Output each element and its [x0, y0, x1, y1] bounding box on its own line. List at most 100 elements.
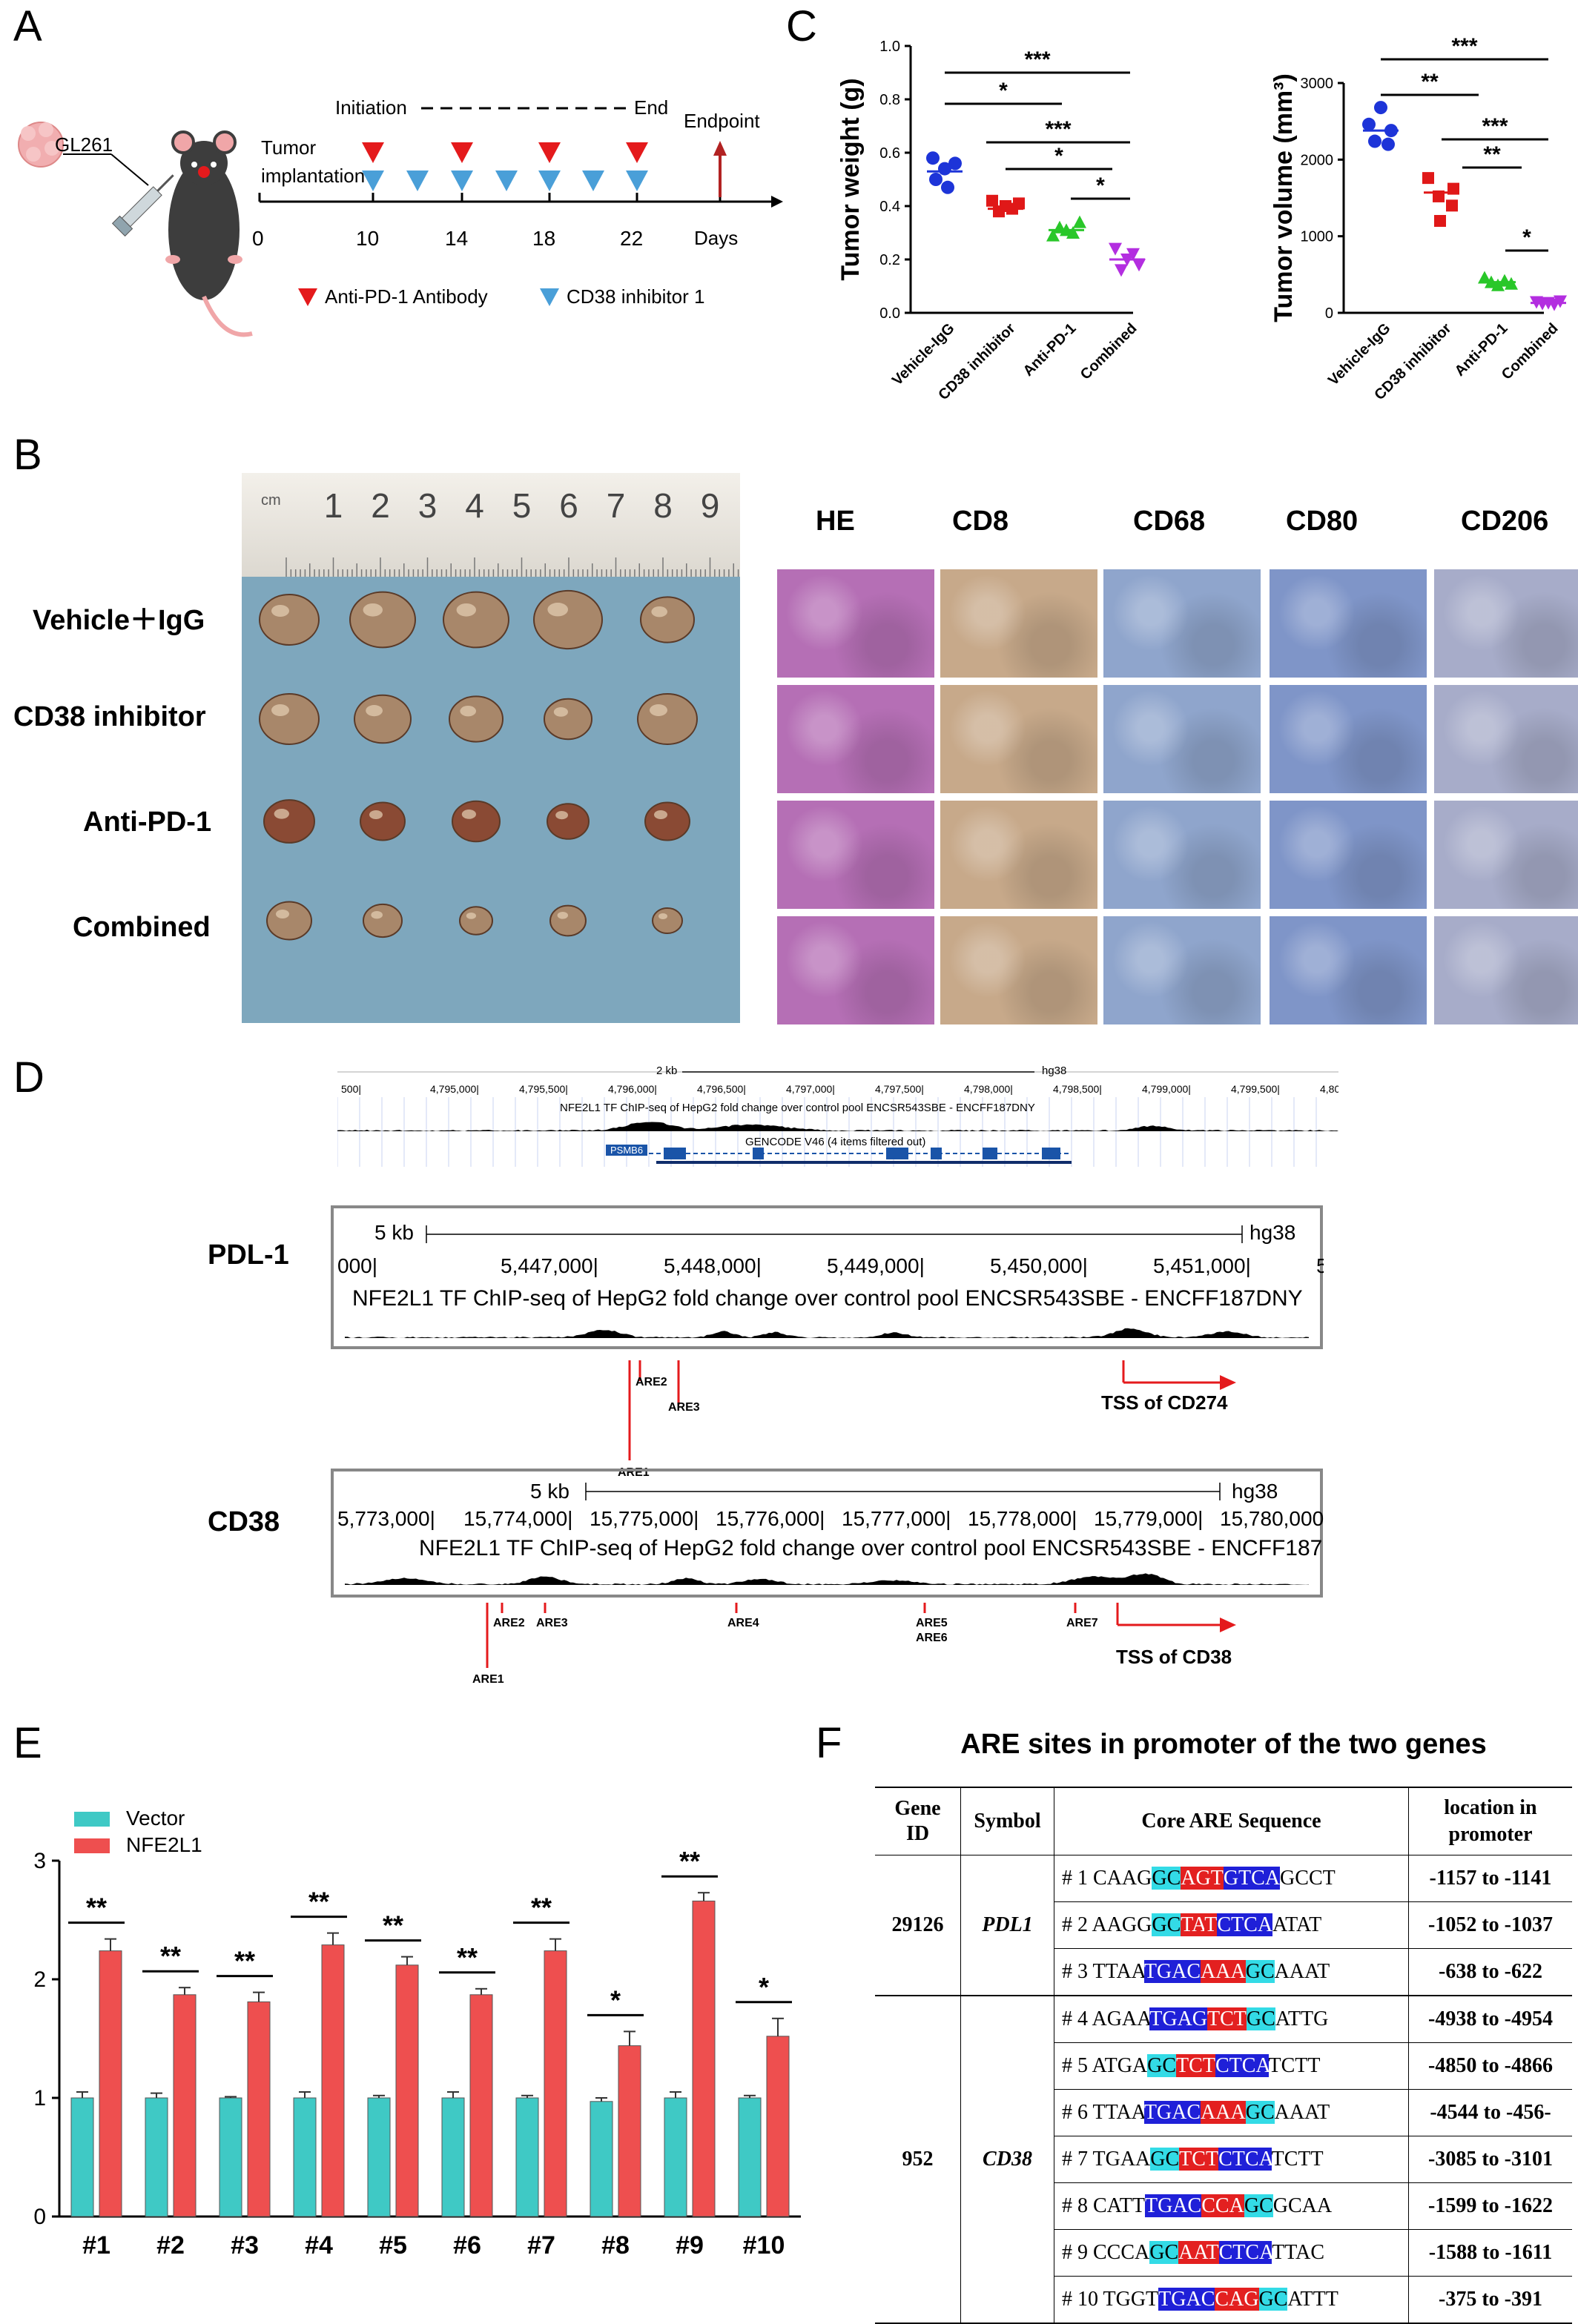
coord-label: 15,780,000 — [1220, 1507, 1324, 1530]
are-table-row: 952 CD38 # 4 AGAATGAGTCTGCATTG -4938 to -49… — [875, 1996, 1572, 2043]
antibody-dose-marker — [451, 142, 473, 163]
significance-label: ** — [160, 1941, 181, 1971]
tumor-specimen — [260, 595, 319, 645]
significance-label: ** — [457, 1942, 478, 1973]
site-number: # 4 — [1062, 2007, 1088, 2030]
site-number: # 6 — [1062, 2101, 1088, 2124]
endpoint-label: Endpoint — [684, 110, 760, 133]
top-scale: 2 kb — [656, 1065, 677, 1077]
seq-segment: TGAG — [1149, 2007, 1207, 2030]
seq-segment: T — [1204, 1913, 1217, 1936]
x-category-label: #6 — [453, 2231, 481, 2260]
bar-vector — [368, 2098, 390, 2217]
antibody-legend-label: Anti-PD-1 Antibody — [325, 285, 488, 308]
data-point — [1433, 191, 1445, 202]
ruler-number: 8 — [653, 486, 673, 525]
core-sequence-cell: # 4 AGAATGAGTCTGCATTG — [1054, 1996, 1409, 2043]
are-label: ARE4 — [727, 1617, 759, 1629]
seq-segment: CTCA — [1219, 2241, 1272, 2264]
tumor-highlight — [457, 603, 476, 617]
data-point — [1368, 135, 1381, 148]
data-point — [1374, 101, 1387, 114]
significance-label: ** — [1483, 142, 1501, 167]
tumor-specimen — [260, 694, 319, 744]
location-cell: -4850 to -4866 — [1409, 2043, 1573, 2090]
ihc-header-cd8: CD8 — [952, 506, 1008, 537]
seq-segment: CTCA — [1215, 2054, 1269, 2077]
gene-id-cell: 29126 — [875, 1855, 961, 1996]
end-label: End — [634, 96, 668, 119]
antibody-dose-marker — [362, 142, 384, 163]
panel-letter-e: E — [13, 1718, 42, 1768]
significance-label: ** — [1421, 70, 1439, 94]
tumor-specimen — [534, 591, 602, 649]
are-label: ARE6 — [916, 1632, 948, 1644]
legend-swatch — [74, 1838, 110, 1853]
panel-letter-a: A — [13, 1, 42, 51]
tumor-specimen — [264, 800, 314, 843]
coord-label: 5,452,0( — [1316, 1254, 1324, 1277]
are-label: ARE2 — [493, 1617, 525, 1629]
y-tick-label: 0.8 — [879, 92, 900, 108]
ruler-number: 2 — [371, 486, 390, 525]
x-category-label: #7 — [527, 2231, 555, 2260]
are-label: ARE2 — [636, 1376, 667, 1388]
row-label-vehicle: Vehicle＋IgG — [33, 597, 205, 638]
data-point — [1115, 264, 1128, 277]
ihc-image — [1103, 916, 1261, 1024]
data-point — [1422, 172, 1434, 184]
ihc-image — [1270, 685, 1427, 793]
seq-segment: CCA — [1201, 2194, 1244, 2217]
ruler-number: 10 — [738, 486, 740, 525]
tss-arrow-head — [1220, 1375, 1236, 1390]
tumor-specimen — [360, 803, 405, 841]
data-point — [926, 151, 940, 165]
tumor-specimen — [638, 694, 697, 744]
ihc-image — [777, 916, 934, 1024]
coord-label: 15,779,000| — [1094, 1507, 1203, 1530]
cd38-track: 5,773,000| 15,774,000| 15,775,000| 15,776,0… — [330, 1468, 1324, 1705]
data-point — [1362, 118, 1376, 131]
significance-label: *** — [1451, 34, 1477, 59]
location-cell: -1599 to -1622 — [1409, 2183, 1573, 2230]
tumor-specimen — [645, 803, 690, 841]
header-gene-id: Gene ID — [875, 1787, 961, 1855]
bar-vector — [145, 2098, 168, 2217]
significance-label: * — [759, 1972, 769, 2002]
seq-segment: GC — [1147, 2054, 1176, 2077]
chip-seq-signal — [345, 1573, 1309, 1585]
inhibitor-legend-icon — [538, 285, 561, 308]
location-cell: -4938 to -4954 — [1409, 1996, 1573, 2043]
bar-nfe2l1 — [99, 1951, 122, 2217]
bar-nfe2l1 — [174, 1995, 196, 2217]
are-table-wrap: Gene ID Symbol Core ARE Sequence location… — [875, 1787, 1572, 2324]
header-core-seq: Core ARE Sequence — [1054, 1787, 1409, 1855]
seq-segment: GC — [1246, 1960, 1275, 1983]
location-cell: -1588 to -1611 — [1409, 2230, 1573, 2277]
coord-label: 4,796,500| — [697, 1083, 746, 1095]
seq-segment: GC — [1259, 2288, 1288, 2311]
core-sequence-cell: # 6 TTAATGACAAAGCAAAT — [1054, 2090, 1409, 2136]
panel-c: 0.0 0.2 0.4 0.6 0.8 1.0 Tumor weight (g) Vehicl… — [786, 15, 1578, 430]
tumor-highlight — [658, 913, 667, 919]
seq-segment: TGAC — [1144, 1960, 1201, 1983]
ruler-number: 7 — [607, 486, 626, 525]
y-tick-label: 0.0 — [879, 305, 900, 322]
x-category-label: Anti-PD-1 — [1020, 320, 1080, 380]
are-label: ARE3 — [668, 1401, 700, 1414]
are-table: Gene ID Symbol Core ARE Sequence location… — [875, 1787, 1572, 2324]
track-frame — [332, 1207, 1321, 1348]
significance-label: * — [1096, 173, 1105, 198]
tumor-specimen — [460, 907, 492, 934]
data-point — [1073, 216, 1086, 228]
x-category-label: Vehicle-IgG — [1325, 320, 1394, 389]
ihc-image — [1434, 801, 1578, 909]
significance-label: * — [999, 79, 1008, 103]
y-tick-label: 3 — [33, 1849, 46, 1873]
seq-flank: TCTT — [1269, 2054, 1321, 2077]
x-category-label: #2 — [156, 2231, 185, 2260]
header-gene-2: ID — [906, 1822, 929, 1845]
bar-vector — [442, 2098, 464, 2217]
cd38-genome: hg38 — [1232, 1480, 1278, 1503]
site-number: # 10 — [1062, 2288, 1098, 2311]
